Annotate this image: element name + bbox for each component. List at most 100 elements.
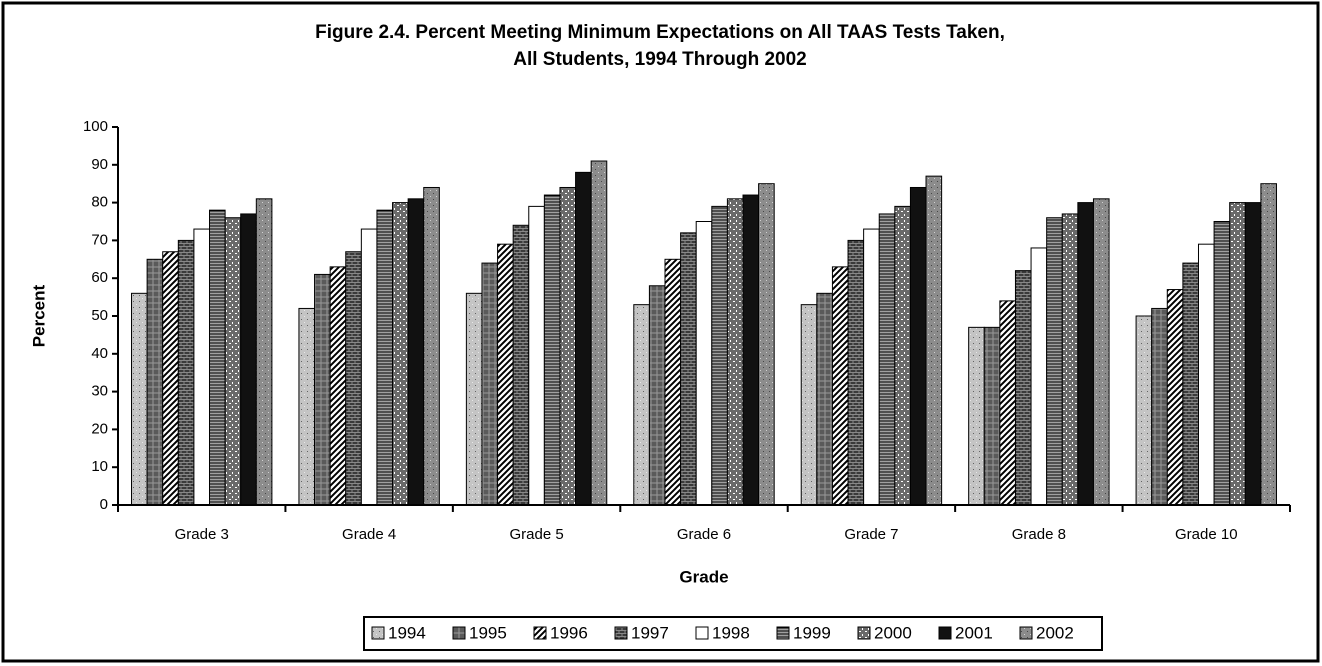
bar: [1014, 270, 1032, 506]
bar: [481, 262, 499, 506]
bar: [925, 175, 943, 506]
bar: [816, 292, 833, 506]
bar: [497, 243, 514, 506]
bar: [590, 160, 608, 506]
bar: [1182, 262, 1199, 506]
bar: [1061, 213, 1079, 506]
x-tick-label: Grade 8: [1012, 526, 1066, 543]
legend-label: 1996: [550, 623, 588, 642]
bar: [878, 213, 896, 506]
bar: [726, 198, 744, 506]
legend-swatch: [1019, 626, 1033, 640]
y-tick-label: 0: [100, 496, 108, 513]
legend-swatch: [371, 626, 385, 640]
bar: [162, 251, 179, 506]
legend-swatch: [695, 626, 709, 640]
bar: [512, 224, 530, 506]
bar: [1030, 247, 1048, 506]
bar: [894, 205, 911, 506]
x-tick-label: Grade 10: [1175, 526, 1238, 543]
bar: [193, 228, 211, 506]
bar: [800, 304, 818, 506]
bar: [633, 304, 650, 506]
bar: [999, 300, 1016, 506]
legend-swatch: [776, 626, 790, 640]
bar: [255, 198, 273, 506]
x-tick-label: Grade 7: [844, 526, 898, 543]
bar: [847, 239, 865, 506]
chart-title: All Students, 1994 Through 2002: [513, 49, 807, 70]
bar: [131, 292, 148, 506]
legend-label: 2001: [955, 623, 993, 642]
bar: [329, 266, 347, 506]
y-tick-label: 30: [91, 383, 108, 400]
legend-label: 1998: [712, 623, 750, 642]
bar: [1046, 217, 1063, 506]
bar: [543, 194, 561, 506]
y-tick-label: 70: [91, 231, 108, 248]
legend-swatch: [614, 626, 628, 640]
legend-swatch: [938, 626, 952, 640]
legend-label: 2002: [1036, 623, 1074, 642]
y-tick-label: 90: [91, 156, 108, 173]
bar: [1077, 202, 1094, 506]
legend-label: 1997: [631, 623, 669, 642]
y-tick-label: 50: [91, 307, 108, 324]
bar: [1213, 221, 1231, 506]
bar: [758, 183, 775, 506]
legend-label: 1999: [793, 623, 831, 642]
y-tick-label: 40: [91, 345, 108, 362]
legend-swatch: [857, 626, 871, 640]
bar: [1260, 183, 1277, 506]
y-tick-label: 80: [91, 194, 108, 211]
bar: [1229, 202, 1246, 506]
bar: [695, 221, 713, 506]
bar: [909, 186, 927, 506]
y-axis-label: Percent: [29, 284, 48, 347]
bar: [407, 198, 425, 506]
bar: [345, 251, 362, 506]
x-tick-label: Grade 6: [677, 526, 731, 543]
bar: [575, 171, 592, 506]
bar: [360, 228, 378, 506]
legend-label: 1995: [469, 623, 507, 642]
chart-title: Figure 2.4. Percent Meeting Minimum Expe…: [315, 22, 1005, 43]
bar: [863, 228, 880, 506]
y-tick-label: 10: [91, 458, 108, 475]
bar: [680, 232, 697, 506]
bar: [423, 186, 440, 506]
bar: [376, 209, 394, 506]
bar: [209, 209, 226, 506]
bar: [711, 205, 728, 506]
bar: [983, 326, 1001, 506]
bar: [1244, 202, 1262, 506]
bar: [664, 258, 682, 506]
legend-swatch: [533, 626, 547, 640]
bar: [465, 292, 483, 506]
x-tick-label: Grade 4: [342, 526, 396, 543]
legend-label: 1994: [388, 623, 426, 642]
legend-box: [363, 616, 1103, 651]
bar: [177, 239, 195, 506]
bar: [298, 307, 316, 506]
legend-swatch: [452, 626, 466, 640]
bar: [392, 202, 409, 506]
bar: [224, 217, 242, 506]
bar: [1166, 289, 1184, 506]
bar: [1135, 315, 1153, 506]
bar: [1197, 243, 1215, 506]
y-tick-label: 60: [91, 269, 108, 286]
bar: [831, 266, 849, 506]
bar: [742, 194, 760, 506]
bar: [240, 213, 257, 506]
bar: [968, 326, 985, 506]
bar: [1151, 307, 1168, 506]
x-tick-label: Grade 3: [175, 526, 229, 543]
bar: [146, 258, 164, 506]
x-tick-label: Grade 5: [509, 526, 563, 543]
bar: [559, 186, 577, 506]
legend-label: 2000: [874, 623, 912, 642]
bar: [648, 285, 666, 506]
x-axis-label: Grade: [679, 567, 728, 586]
